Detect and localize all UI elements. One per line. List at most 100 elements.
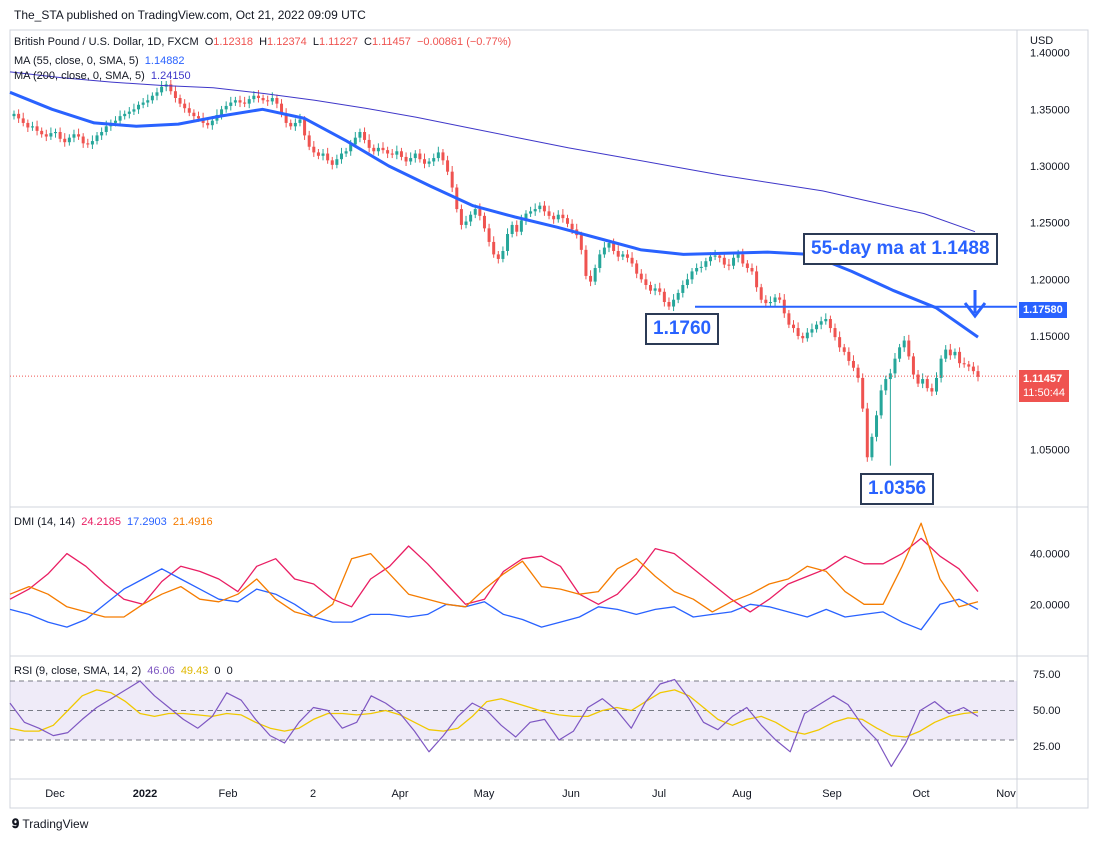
candle-body — [30, 126, 34, 128]
candle-body — [395, 151, 399, 155]
candle-body — [879, 390, 883, 416]
candle-body — [764, 299, 768, 304]
candle-body — [510, 224, 514, 234]
candle-body — [224, 105, 228, 110]
candle-body — [607, 243, 611, 248]
candle-body — [778, 297, 782, 300]
countdown-value: 11:50:44 — [1023, 387, 1066, 399]
symbol-label: British Pound / U.S. Dollar, 1D, FXCM — [14, 36, 199, 48]
candle-body — [948, 349, 952, 356]
time-axis-label: Aug — [732, 788, 752, 800]
candle-body — [81, 136, 85, 144]
support-callout: 1.1760 — [645, 313, 720, 345]
low-callout: 1.0356 — [860, 473, 935, 505]
candle-body — [270, 98, 274, 102]
candle-body — [86, 143, 90, 145]
dmi-tick-label: 20.0000 — [1030, 599, 1070, 611]
candle-body — [856, 367, 860, 378]
candle-body — [423, 159, 427, 164]
candle-body — [898, 347, 902, 359]
candle-body — [233, 100, 237, 103]
candle-body — [146, 100, 150, 103]
price-tick-label: 1.35000 — [1030, 104, 1070, 116]
candle-body — [49, 133, 53, 137]
candle-body — [173, 91, 177, 98]
dmi-adx-value: 24.2185 — [81, 516, 121, 528]
candle-body — [556, 214, 560, 220]
candle-body — [506, 234, 510, 251]
candle-body — [893, 358, 897, 374]
candle-body — [662, 291, 666, 302]
candle-body — [160, 86, 164, 93]
candle-body — [953, 351, 957, 356]
time-axis-label: Sep — [822, 788, 842, 800]
candle-body — [533, 209, 537, 212]
candle-body — [727, 264, 731, 266]
rsi-line — [9, 678, 979, 768]
open-value: 1.12318 — [213, 36, 254, 48]
candle-body — [432, 158, 436, 162]
candle-body — [21, 118, 25, 123]
candle-body — [349, 144, 353, 152]
candle-body — [155, 92, 159, 96]
candle-body — [473, 209, 477, 215]
candle-body — [450, 171, 454, 188]
candle-body — [40, 130, 44, 135]
candle-body — [884, 379, 888, 391]
candle-body — [865, 408, 869, 458]
candle-body — [436, 152, 440, 159]
candle-body — [649, 285, 653, 291]
candle-body — [372, 147, 376, 152]
dmi-legend: DMI (14, 14) 24.2185 17.2903 21.4916 — [14, 516, 213, 528]
candle-body — [90, 141, 94, 145]
candle-body — [639, 273, 643, 280]
candle-body — [699, 266, 703, 268]
candle-body — [192, 112, 196, 117]
price-tick-label: 1.30000 — [1030, 161, 1070, 173]
close-value: 1.11457 — [371, 36, 411, 48]
candle-body — [658, 288, 662, 292]
candle-body — [690, 271, 694, 280]
candle-body — [542, 205, 546, 212]
dmi-plus-line — [9, 522, 979, 618]
candle-body — [446, 160, 450, 172]
candle-body — [358, 132, 362, 138]
candle-body — [404, 156, 408, 162]
candle-body — [681, 285, 685, 293]
candle-body — [132, 109, 136, 112]
candle-body — [921, 379, 925, 384]
candle-body — [72, 134, 76, 138]
time-axis-label: Feb — [219, 788, 238, 800]
candle-body — [635, 263, 639, 274]
candle-body — [625, 254, 629, 258]
candle-body — [552, 215, 556, 220]
dmi-tick-label: 40.0000 — [1030, 549, 1070, 561]
candle-body — [538, 205, 542, 210]
ma55-legend: MA (55, close, 0, SMA, 5) 1.14882 — [14, 55, 185, 67]
candle-body — [828, 319, 832, 329]
candle-body — [169, 84, 173, 92]
last-price-value: 1.11457 — [1023, 373, 1063, 385]
candle-body — [307, 135, 311, 147]
rsi-tick-label: 25.00 — [1033, 741, 1061, 753]
candle-body — [220, 109, 224, 115]
candle-body — [137, 104, 141, 110]
last-price-tag: 1.11457 11:50:44 — [1019, 370, 1070, 402]
candle-body — [630, 257, 634, 264]
candle-body — [685, 279, 689, 285]
ma200-line — [9, 71, 976, 233]
candle-body — [335, 159, 339, 165]
candle-body — [17, 113, 21, 119]
candle-body — [293, 122, 297, 127]
candle-body — [570, 223, 574, 230]
candle-body — [26, 122, 30, 128]
candle-body — [326, 153, 330, 161]
candle-body — [496, 254, 500, 259]
candle-body — [229, 102, 233, 106]
candle-body — [584, 249, 588, 276]
candle-body — [907, 340, 911, 357]
candle-body — [409, 158, 413, 162]
brand-label: TradingView — [22, 817, 89, 831]
rsi-tick-label: 50.00 — [1033, 705, 1061, 717]
price-tick-label: 1.20000 — [1030, 274, 1070, 286]
